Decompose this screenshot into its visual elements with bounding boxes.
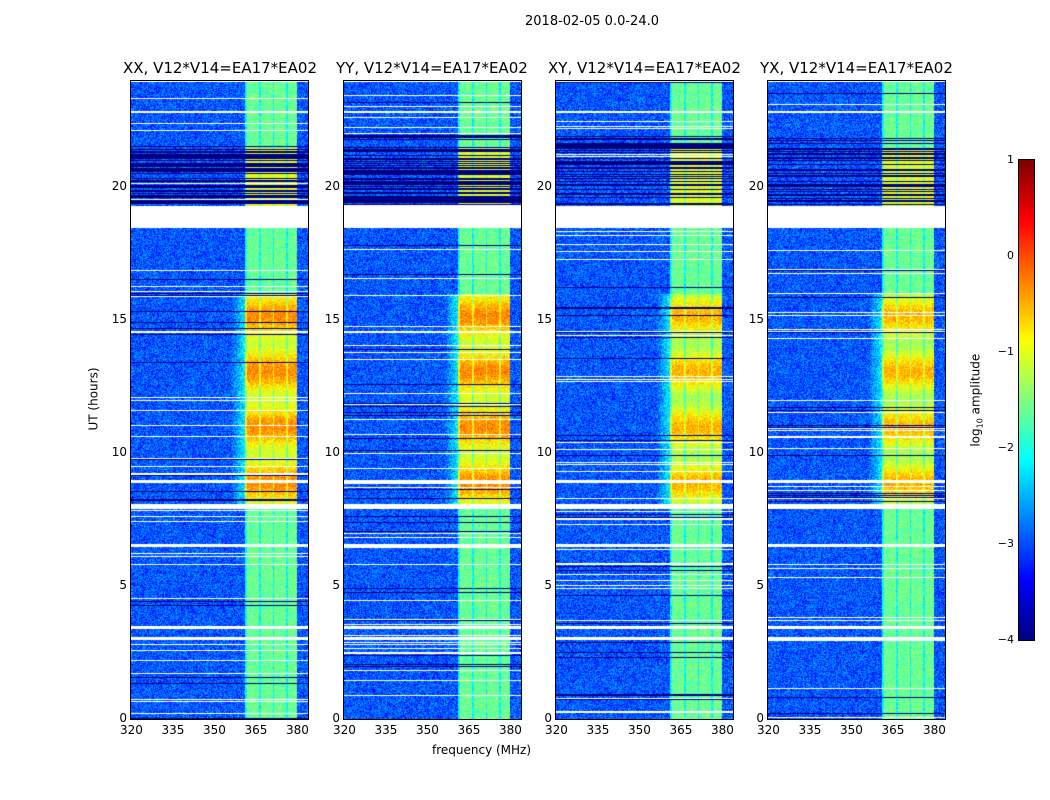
y-tick-label: 15 — [324, 312, 340, 327]
y-tick-label: 10 — [748, 445, 764, 460]
colorbar — [1019, 160, 1034, 640]
x-tick-label: 335 — [374, 723, 398, 737]
x-tick-label: 320 — [333, 723, 356, 737]
y-tick-label: 0 — [332, 711, 340, 725]
y-tick-label: 20 — [536, 179, 552, 194]
y-tick-label: 15 — [748, 312, 764, 327]
x-tick-label: 350 — [627, 723, 651, 737]
x-tick-label: 365 — [244, 723, 268, 737]
colorbar-tick-label: 1 — [1007, 153, 1014, 166]
x-tick-label: 350 — [839, 723, 863, 737]
y-tick-label: 5 — [544, 578, 552, 593]
panel-frame — [767, 80, 946, 720]
y-tick-label: 20 — [324, 179, 340, 194]
x-tick-label: 365 — [881, 723, 905, 737]
x-tick-label: 380 — [498, 723, 522, 737]
colorbar-frame — [1018, 159, 1035, 641]
y-tick-label: 0 — [756, 711, 764, 725]
x-tick-label: 335 — [586, 723, 610, 737]
x-tick-label: 365 — [669, 723, 693, 737]
x-tick-label: 380 — [710, 723, 734, 737]
panel-title: YY, V12*V14=EA17*EA02 — [336, 59, 528, 77]
y-tick-label: 20 — [111, 179, 127, 194]
colorbar-tick-label: −2 — [997, 441, 1014, 454]
x-tick-label: 350 — [202, 723, 226, 737]
x-tick-label: 320 — [545, 723, 568, 737]
heatmap-panel — [344, 81, 521, 719]
y-tick-label: 10 — [536, 445, 552, 460]
x-tick-label: 380 — [285, 723, 309, 737]
y-tick-label: 5 — [332, 578, 340, 593]
y-tick-label: 15 — [536, 312, 552, 327]
y-tick-label: 0 — [544, 711, 552, 725]
colorbar-tick-label: −3 — [997, 537, 1014, 550]
panel-title: YX, V12*V14=EA17*EA02 — [760, 59, 953, 77]
x-tick-label: 320 — [120, 723, 143, 737]
panel-title: XX, V12*V14=EA17*EA02 — [123, 59, 318, 77]
panel-frame — [555, 80, 734, 720]
y-tick-label: 5 — [756, 578, 764, 593]
y-tick-label: 10 — [111, 445, 127, 460]
x-tick-label: 365 — [457, 723, 481, 737]
y-tick-label: 0 — [119, 711, 127, 725]
panel-title: XY, V12*V14=EA17*EA02 — [548, 59, 741, 77]
figure-title: 2018-02-05 0.0-24.0 — [525, 14, 659, 29]
heatmap-panel — [131, 81, 308, 719]
y-axis-label: UT (hours) — [86, 367, 101, 431]
colorbar-tick-label: −4 — [997, 633, 1014, 646]
y-tick-label: 20 — [748, 179, 764, 194]
colorbar-label: log10 amplitude — [968, 353, 985, 447]
x-tick-label: 335 — [161, 723, 185, 737]
x-tick-label: 320 — [757, 723, 780, 737]
panel-frame — [130, 80, 309, 720]
x-tick-label: 380 — [922, 723, 946, 737]
x-axis-label: frequency (MHz) — [432, 743, 532, 757]
y-tick-label: 5 — [119, 578, 127, 593]
heatmap-panel — [556, 81, 733, 719]
x-tick-label: 335 — [798, 723, 822, 737]
y-tick-label: 10 — [324, 445, 340, 460]
colorbar-tick-label: 0 — [1007, 249, 1014, 262]
heatmap-panel — [768, 81, 945, 719]
panel-frame — [343, 80, 522, 720]
colorbar-tick-label: −1 — [997, 345, 1014, 358]
y-tick-label: 15 — [111, 312, 127, 327]
x-tick-label: 350 — [415, 723, 439, 737]
